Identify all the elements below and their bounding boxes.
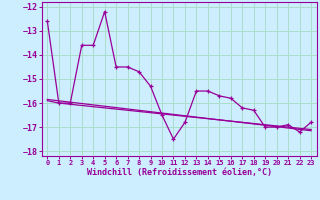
X-axis label: Windchill (Refroidissement éolien,°C): Windchill (Refroidissement éolien,°C) — [87, 168, 272, 177]
